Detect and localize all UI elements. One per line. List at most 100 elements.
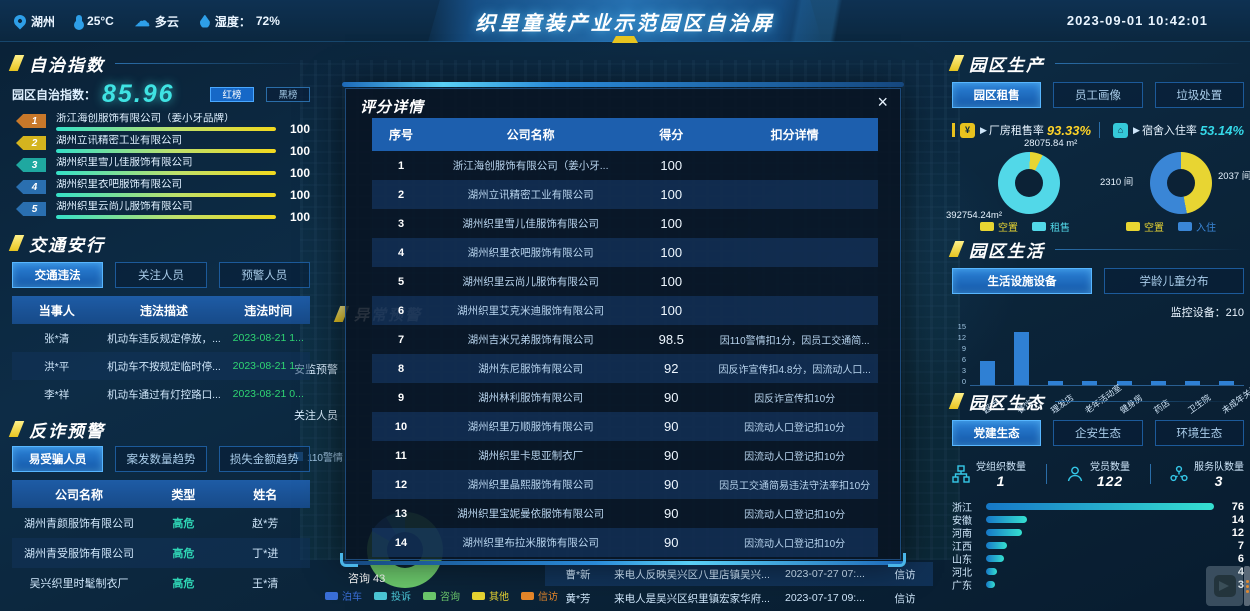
- section-divider: [1055, 62, 1244, 64]
- legend-swatch: [1032, 222, 1046, 231]
- table-row[interactable]: 7 湖州吉米兄弟服饰有限公司 98.5 因110警情扣1分，因员工交通简...: [372, 325, 878, 354]
- dorm-vacant-callout: 2037 间: [1218, 171, 1250, 182]
- table-row[interactable]: 11 湖州织里卡思亚制衣厂 90 因流动人口登记扣10分: [372, 441, 878, 470]
- table-row[interactable]: 10 湖州织里万顺服饰有限公司 90 因流动人口登记扣10分: [372, 412, 878, 441]
- col-desc: 违法描述: [139, 303, 188, 318]
- table-row[interactable]: 湖州青颜服饰有限公司 高危 赵*芳: [12, 508, 310, 538]
- province-bar-track: [986, 581, 1214, 588]
- score-bar-track: [56, 171, 276, 175]
- autonomy-index-label: 园区自治指数：: [12, 87, 97, 102]
- table-row[interactable]: 张*清 机动车违反规定停放，... 2023-08-21 1...: [12, 324, 310, 352]
- table-row[interactable]: 洪*平 机动车不按规定临时停... 2023-08-21 1...: [12, 352, 310, 380]
- section-title: 交通安行: [29, 235, 105, 255]
- rank-badge: 2: [16, 136, 46, 150]
- table-row[interactable]: 黄*芳 来电人是吴兴区织里镇宏家华府... 2023-07-17 09:... …: [545, 586, 933, 610]
- datetime-label: 2023-09-01 10:42:01: [1066, 13, 1208, 28]
- person-icon: [1067, 466, 1083, 481]
- table-row[interactable]: 2 湖州立讯精密工业有限公司 100: [372, 180, 878, 209]
- fraud-tab[interactable]: 易受骗人员: [12, 446, 104, 472]
- company-name: 湖州织里布拉米服饰有限公司: [462, 537, 599, 549]
- production-tab[interactable]: 垃圾处置: [1154, 82, 1244, 108]
- row-index: 13: [394, 507, 408, 520]
- factory-rent-callout: 392754.24m²: [946, 210, 1002, 221]
- col-deduction: 扣分详情: [770, 128, 819, 142]
- legend-swatch: [472, 591, 485, 600]
- bars-area: [970, 324, 1244, 385]
- score-value: 90: [664, 390, 679, 405]
- map-toolbar-handle[interactable]: [1244, 566, 1250, 606]
- rank-badge: 4: [16, 180, 46, 194]
- factory-legend: 空置 租售: [952, 219, 1098, 234]
- section-slash-icon: [8, 55, 25, 71]
- life-tab[interactable]: 生活设施设备: [952, 268, 1092, 294]
- traffic-tab[interactable]: 关注人员: [115, 262, 207, 288]
- traffic-tab[interactable]: 交通违法: [12, 262, 104, 288]
- table-row[interactable]: 3 湖州织里雪儿佳服饰有限公司 100: [372, 209, 878, 238]
- table-row[interactable]: 8 湖州东尼服饰有限公司 92 因反诈宣传扣4.8分，因流动人口...: [372, 354, 878, 383]
- traffic-tab[interactable]: 预警人员: [218, 262, 310, 288]
- table-row[interactable]: 1 浙江海创服饰有限公司（姜小牙... 100: [372, 151, 878, 180]
- party-stats: 党组织数量 1 党员数量 122 服务队数量 3: [952, 458, 1244, 489]
- life-tabs: 生活设施设备 学龄儿童分布: [952, 268, 1244, 294]
- fraud-tab[interactable]: 案发数量趋势: [115, 446, 207, 472]
- call-type: 信访: [894, 568, 916, 581]
- section-slash-icon: [948, 241, 965, 257]
- table-row[interactable]: 14 湖州织里布拉米服饰有限公司 90 因流动人口登记扣10分: [372, 528, 878, 557]
- close-icon[interactable]: ×: [877, 92, 888, 112]
- fraud-tab[interactable]: 损失金额趋势: [218, 446, 310, 472]
- company-name: 浙江海创服饰有限公司（姜小牙品牌）: [56, 113, 235, 124]
- calls-donut-callout: 咨询 43: [348, 573, 386, 585]
- province-label: 山东: [952, 555, 972, 566]
- col-company: 公司名称: [506, 128, 555, 142]
- traffic-table-header: 当事人 违法描述 违法时间: [12, 296, 310, 324]
- table-row[interactable]: 4 湖州织里衣吧服饰有限公司 100: [372, 238, 878, 267]
- calls-table: 曹*新 来电人反映吴兴区八里店镇吴兴... 2023-07-27 07:... …: [545, 562, 933, 610]
- call-desc: 来电人反映吴兴区八里店镇吴兴...: [614, 568, 770, 581]
- team-icon: [1170, 465, 1188, 481]
- score-bar-fill: [56, 171, 276, 175]
- ranking-item[interactable]: 4 湖州织里衣吧服饰有限公司 100: [12, 179, 310, 202]
- ranking-item[interactable]: 3 湖州织里雪儿佳服饰有限公司 100: [12, 157, 310, 180]
- table-row[interactable]: 5 湖州织里云尚儿服饰有限公司 100: [372, 267, 878, 296]
- compass-icon: [1213, 575, 1236, 597]
- production-tab[interactable]: 园区租售: [952, 82, 1042, 108]
- panel-autonomy-index: 自治指数 园区自治指数： 85.96 红榜 黑榜 1 浙江海创服饰有限公司（姜小牙…: [8, 52, 310, 224]
- table-row[interactable]: 湖州青受服饰有限公司 高危 丁*进: [12, 538, 310, 568]
- ecology-tabs: 党建生态 企安生态 环境生态: [952, 420, 1244, 446]
- row-index: 7: [397, 333, 405, 346]
- ecology-tab[interactable]: 环境生态: [1154, 420, 1244, 446]
- list-toggle-button[interactable]: 红榜: [210, 86, 254, 102]
- table-row[interactable]: 13 湖州织里宝妮曼依服饰有限公司 90 因流动人口登记扣10分: [372, 499, 878, 528]
- section-slash-icon: [8, 421, 25, 437]
- ecology-tab[interactable]: 党建生态: [952, 420, 1042, 446]
- list-toggle-button[interactable]: 黑榜: [266, 86, 310, 102]
- risk-type: 高危: [172, 578, 195, 590]
- table-row[interactable]: 6 湖州织里艾克米迪服饰有限公司 100: [372, 296, 878, 325]
- score-value: 100: [289, 144, 310, 158]
- ecology-tab[interactable]: 企安生态: [1053, 420, 1143, 446]
- red-black-list-toggle: 红榜 黑榜: [210, 86, 310, 102]
- life-tab[interactable]: 学龄儿童分布: [1104, 268, 1244, 294]
- person-name: 赵*芳: [252, 518, 279, 530]
- company-name: 湖州吉米兄弟服饰有限公司: [467, 334, 594, 346]
- ranking-item[interactable]: 1 浙江海创服饰有限公司（姜小牙品牌） 100: [12, 113, 310, 136]
- weather-cluster: 湖州 25°C ☁ 多云 湿度： 72%: [11, 0, 294, 42]
- table-row[interactable]: 9 湖州林利服饰有限公司 90 因反诈宣传扣10分: [372, 383, 878, 412]
- row-index: 11: [395, 449, 407, 462]
- production-tab[interactable]: 员工画像: [1053, 82, 1143, 108]
- ranking-item[interactable]: 5 湖州织里云尚儿服饰有限公司 100: [12, 201, 310, 224]
- facility-bar: [979, 360, 995, 385]
- modal-bottom-decoration: [342, 561, 904, 565]
- table-row[interactable]: 曹*新 来电人反映吴兴区八里店镇吴兴... 2023-07-27 07:... …: [545, 562, 933, 586]
- table-row[interactable]: 吴兴织里时髦制衣厂 高危 王*清: [12, 568, 310, 598]
- table-row[interactable]: 李*祥 机动车通过有灯控路口... 2023-08-21 0...: [12, 380, 310, 408]
- ranking-item[interactable]: 2 湖州立讯精密工业有限公司 100: [12, 135, 310, 158]
- map-control-button[interactable]: [1206, 566, 1243, 606]
- deduction-detail: 因员工交通简易违法守法率扣10分: [719, 481, 871, 492]
- deduction-detail: 因反诈宣传扣10分: [754, 394, 836, 405]
- table-row[interactable]: 12 湖州织里晶熙服饰有限公司 90 因员工交通简易违法守法率扣10分: [372, 470, 878, 499]
- violation-time: 2023-08-21 0...: [232, 388, 304, 400]
- party-name: 洪*平: [44, 360, 70, 373]
- legend-swatch: [1126, 222, 1140, 231]
- row-index: 12: [394, 478, 408, 491]
